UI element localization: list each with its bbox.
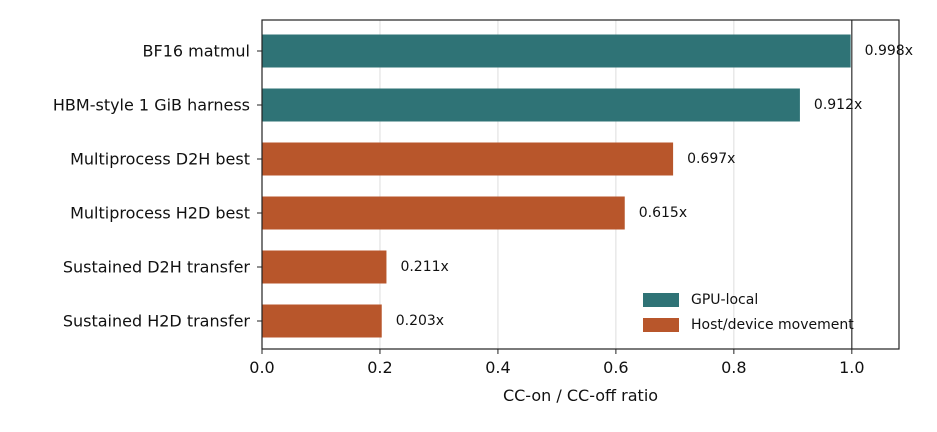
category-label-multiprocess-d2h-best: Multiprocess D2H best	[70, 150, 250, 169]
bar-sustained-h2d-transfer	[262, 304, 382, 338]
bar-bf16-matmul	[262, 34, 851, 68]
x-tick-label-5: 1.0	[839, 358, 864, 377]
value-label-hbm-style-1-gib-harness: 0.912x	[814, 97, 862, 113]
value-label-sustained-h2d-transfer: 0.203x	[396, 313, 444, 329]
bar-multiprocess-d2h-best	[262, 142, 674, 176]
bar-hbm-style-1-gib-harness	[262, 88, 800, 122]
legend-swatch-host-device-movement	[643, 318, 679, 332]
x-axis-title: CC-on / CC-off ratio	[503, 386, 658, 405]
value-label-sustained-d2h-transfer: 0.211x	[400, 259, 448, 275]
grid-lines	[261, 20, 853, 349]
y-axis-ticks: BF16 matmul HBM-style 1 GiB harness Multip…	[53, 42, 262, 331]
category-label-multiprocess-h2d-best: Multiprocess H2D best	[70, 204, 250, 223]
legend-swatch-gpu-local	[643, 293, 679, 307]
x-tick-label-2: 0.4	[485, 358, 510, 377]
category-label-sustained-d2h-transfer: Sustained D2H transfer	[63, 258, 251, 277]
x-tick-label-0: 0.0	[249, 358, 274, 377]
plot-frame	[261, 19, 900, 350]
bars	[262, 34, 851, 338]
x-tick-label-4: 0.8	[721, 358, 746, 377]
data-labels: 0.998x 0.912x 0.697x 0.615x 0.211x 0.203x	[396, 43, 913, 329]
category-label-sustained-h2d-transfer: Sustained H2D transfer	[63, 312, 251, 331]
category-label-hbm-style-1-gib-harness: HBM-style 1 GiB harness	[53, 96, 250, 115]
category-label-bf16-matmul: BF16 matmul	[143, 42, 250, 61]
legend: GPU-local Host/device movement	[643, 292, 854, 333]
x-axis-ticks: 0.0 0.2 0.4 0.6 0.8 1.0	[249, 349, 865, 377]
value-label-multiprocess-d2h-best: 0.697x	[687, 151, 735, 167]
bar-sustained-d2h-transfer	[262, 250, 387, 284]
x-tick-label-3: 0.6	[603, 358, 628, 377]
bar-multiprocess-h2d-best	[262, 196, 625, 230]
value-label-multiprocess-h2d-best: 0.615x	[639, 205, 687, 221]
value-label-bf16-matmul: 0.998x	[865, 43, 913, 59]
x-tick-label-1: 0.2	[367, 358, 392, 377]
legend-label-gpu-local: GPU-local	[691, 292, 758, 308]
legend-label-host-device-movement: Host/device movement	[691, 317, 854, 333]
